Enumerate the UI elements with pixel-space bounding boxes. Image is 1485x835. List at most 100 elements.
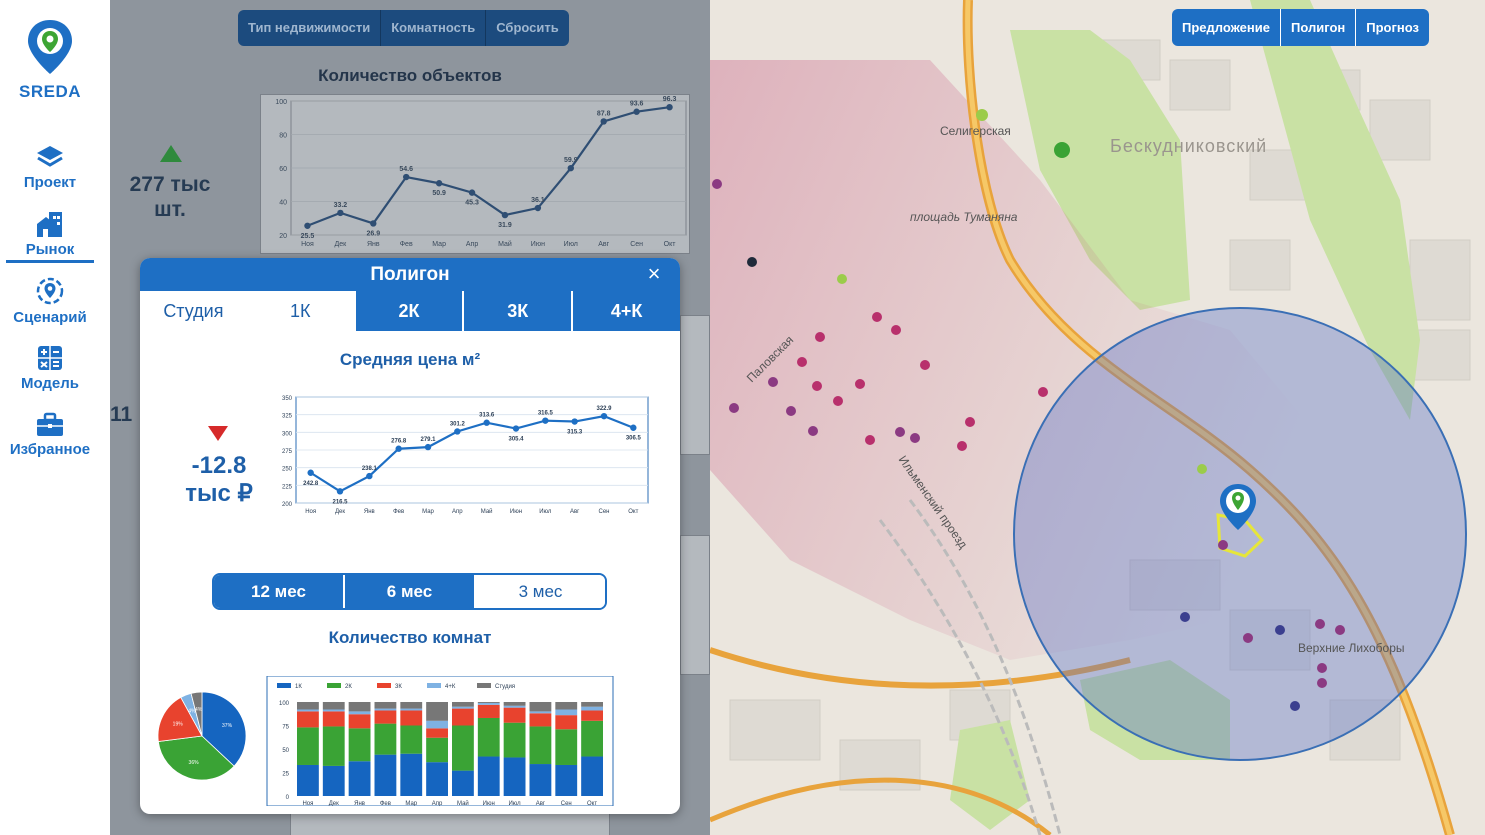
x-tick-label: Сен — [561, 801, 572, 806]
bar-segment — [374, 723, 397, 755]
bar-segment — [348, 711, 371, 715]
data-label: 45.3 — [465, 200, 479, 207]
sidebar-item-label: Проект — [23, 174, 77, 191]
bar-segment — [477, 702, 500, 705]
x-tick-label: Окт — [628, 509, 638, 515]
location-pin-icon[interactable] — [1220, 484, 1256, 530]
data-label: 36.1 — [531, 197, 545, 204]
bar-segment — [400, 725, 423, 754]
map-canvas[interactable] — [710, 0, 1485, 835]
down-arrow-icon — [208, 426, 228, 441]
y-tick-label: 200 — [282, 502, 293, 508]
period-12m-button[interactable]: 12 мес — [214, 575, 345, 608]
tab-4plus-k[interactable]: 4+К — [571, 291, 680, 331]
close-icon[interactable]: × — [647, 261, 661, 286]
legend-label: 3К — [395, 684, 402, 690]
period-6m-button[interactable]: 6 мес — [345, 575, 476, 608]
map-view[interactable]: Селигерская Бескудниковский площадь Тума… — [710, 0, 1485, 835]
period-3m-button[interactable]: 3 мес — [476, 575, 605, 608]
x-tick-label: Янв — [354, 801, 365, 806]
map-forecast-button[interactable]: Прогноз — [1366, 20, 1419, 35]
bar-segment — [581, 702, 603, 707]
tab-3k[interactable]: 3К — [462, 291, 571, 331]
bar-segment — [322, 711, 345, 727]
filter-rooms-button[interactable]: Комнатность — [381, 10, 487, 46]
active-nav-indicator — [6, 260, 94, 263]
x-tick-label: Фев — [380, 801, 391, 806]
y-tick-label: 40 — [279, 200, 287, 207]
bar-segment — [555, 702, 578, 710]
sidebar-item-label: Модель — [20, 375, 80, 392]
bar-segment — [348, 761, 371, 796]
objects-chart-title: Количество объектов — [318, 66, 502, 85]
bar-segment — [297, 711, 319, 728]
legend-swatch — [427, 683, 441, 688]
data-point — [304, 222, 311, 229]
x-tick-label: Мар — [432, 241, 446, 248]
sidebar-item-model[interactable]: Модель — [0, 344, 100, 392]
modal-title: Полигон — [140, 258, 680, 291]
legend-label: 4+К — [445, 684, 456, 690]
bar-segment — [452, 702, 474, 707]
price-line-chart: 200 225 250 275 300 325 350 Ноя Дек Янв Фев Мар Апр М… — [282, 396, 649, 515]
data-point — [336, 488, 344, 495]
x-tick-label: Июн — [510, 509, 522, 515]
price-change-value: -12.8 — [191, 452, 247, 479]
data-point — [512, 425, 520, 432]
sidebar-item-scenario[interactable]: Сценарий — [0, 276, 100, 326]
tab-studio[interactable]: Студия — [140, 291, 247, 331]
metro-marker-icon — [976, 109, 988, 121]
sidebar-item-label: Избранное — [9, 441, 91, 458]
data-label: 25.5 — [301, 233, 315, 240]
bar-segment — [452, 725, 474, 771]
filter-reset-button[interactable]: Сбросить — [496, 20, 559, 35]
x-tick-label: Апр — [466, 241, 478, 248]
data-point — [630, 424, 637, 431]
tab-2k[interactable]: 2К — [353, 291, 463, 331]
data-label: 306.5 — [626, 436, 642, 442]
data-point — [454, 428, 461, 435]
bar-segment — [426, 702, 448, 721]
data-point — [307, 469, 314, 476]
x-tick-label: Июл — [564, 241, 578, 248]
x-tick-label: Янв — [364, 509, 375, 515]
x-tick-label: Мар — [405, 801, 417, 806]
bar-segment — [400, 708, 423, 711]
sidebar-item-project[interactable]: Проект — [0, 143, 100, 191]
pie-slice-label: 4% — [195, 707, 203, 713]
rooms-stacked-bar-chart: 1К 2К 3К 4+К Студия 0 25 50 75 100 Ноя Дек Янв Фев Мар… — [266, 676, 614, 806]
bar-segment — [452, 770, 474, 796]
legend-label: 2К — [345, 684, 352, 690]
sidebar-item-favorites[interactable]: Избранное — [0, 412, 100, 458]
legend-label: Студия — [495, 684, 515, 690]
pie-slice-label: 19% — [173, 722, 184, 728]
data-label: 26.9 — [366, 230, 380, 237]
filter-property-type-button[interactable]: Тип недвижимости — [238, 10, 382, 46]
data-point — [571, 418, 578, 425]
tab-1k[interactable]: 1К — [246, 291, 354, 331]
data-point — [534, 204, 542, 212]
bar-segment — [322, 702, 345, 710]
calculator-icon — [38, 346, 62, 370]
y-tick-label: 300 — [282, 431, 293, 437]
background-legend-strip — [290, 812, 610, 835]
y-tick-label: 60 — [279, 166, 287, 173]
price-change: -12.8 тыс ₽ — [160, 452, 278, 508]
target-pin-icon — [36, 277, 64, 305]
bar-segment — [529, 764, 552, 796]
x-tick-label: Ноя — [302, 801, 313, 806]
rooms-chart-title: Количество комнат — [328, 628, 492, 647]
pie-slice-label: 36% — [189, 760, 200, 766]
bar-segment — [555, 729, 578, 765]
x-tick-label: Май — [457, 800, 469, 806]
fuel-marker-icon — [1197, 464, 1207, 474]
x-tick-label: Фев — [393, 509, 404, 515]
legend-swatch — [277, 683, 291, 688]
map-offer-button[interactable]: Предложение — [1172, 9, 1281, 46]
bar-segment — [529, 713, 552, 727]
map-polygon-button[interactable]: Полигон — [1281, 9, 1357, 46]
bar-segment — [374, 702, 397, 709]
y-tick-label: 0 — [286, 795, 290, 801]
logo[interactable]: SREDA — [0, 18, 100, 102]
sidebar-item-market[interactable]: Рынок — [0, 210, 100, 258]
